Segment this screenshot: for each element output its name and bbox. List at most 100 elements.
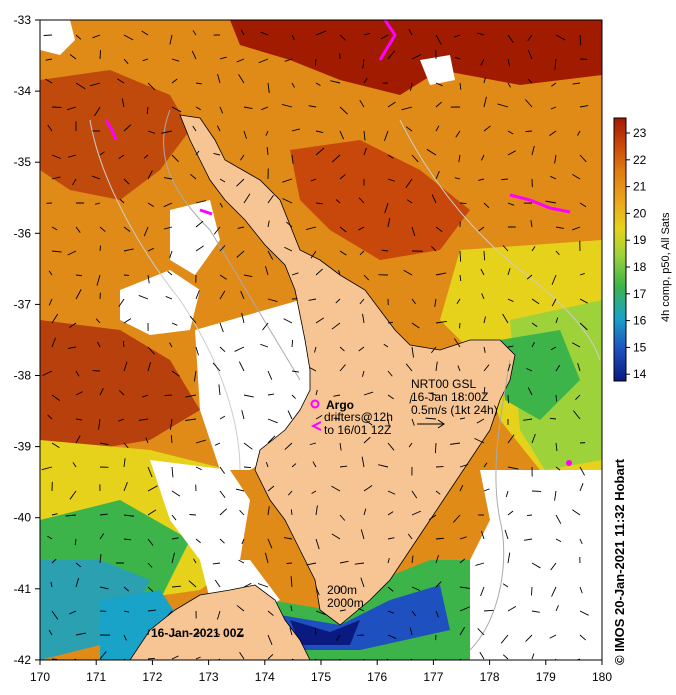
current-arrow [360,529,365,540]
current-arrow [483,609,494,612]
current-arrow [406,199,413,204]
current-arrow [411,54,422,60]
current-arrow [458,154,461,163]
current-arrow [483,96,487,108]
current-arrow [363,77,368,84]
current-arrow [75,370,80,377]
current-arrow [75,562,82,568]
current-arrow [214,631,221,636]
current-arrow [238,361,245,372]
current-arrow [119,198,125,204]
current-arrow [265,266,269,276]
current-arrow [51,106,62,108]
current-arrow [459,586,470,589]
current-arrow [282,198,293,204]
current-arrow [315,389,318,396]
current-arrow [507,434,515,444]
colorbar-tick-label: 16 [633,314,647,328]
current-arrow [579,610,589,616]
current-arrow [363,508,367,516]
current-arrow [90,82,101,87]
current-arrow [94,106,101,117]
current-arrow [551,586,557,597]
current-arrow [551,82,557,87]
drifter-marker-icon [310,421,322,431]
current-arrow [123,586,130,592]
current-arrow [435,272,447,276]
current-arrow [189,514,197,516]
current-arrow [123,658,127,660]
current-arrow [145,437,149,444]
current-arrow [335,298,341,304]
current-arrow [123,538,132,541]
current-arrow [219,490,226,499]
current-arrow [243,394,254,398]
current-arrow [410,82,413,91]
current-arrow [74,538,77,546]
colorbar-tick-label: 14 [633,367,647,381]
current-arrow [236,605,245,612]
current-arrow [219,415,226,420]
current-arrow [572,173,581,180]
current-arrow [362,313,365,324]
current-arrow [459,536,467,540]
current-arrow [185,394,197,398]
lon-tick-label: 176 [367,670,387,684]
current-arrow [146,106,149,115]
current-arrow [169,418,173,430]
current-arrow [339,174,346,180]
current-arrow [497,103,509,108]
colorbar-tick-label: 22 [633,153,647,167]
current-arrow [354,562,365,565]
current-arrow [267,370,273,380]
lon-tick-label: 178 [480,670,500,684]
current-arrow [315,147,325,156]
current-arrow [267,610,274,616]
current-arrow [147,170,153,180]
current-arrow [267,82,270,93]
current-arrow [47,535,53,540]
current-arrow [507,466,519,470]
current-arrow [236,250,245,258]
current-arrow [239,510,245,516]
colorbar-tick-label: 21 [633,180,647,194]
current-arrow [411,346,414,358]
current-arrow [123,458,126,468]
current-arrow [213,226,221,235]
current-arrow [459,250,462,262]
current-arrow [507,363,511,372]
current-arrow [579,154,587,163]
current-arrow [411,298,416,305]
lat-tick-label: -34 [14,84,32,98]
current-arrow [234,346,245,352]
current-arrow [286,221,293,228]
current-arrow [51,313,59,324]
current-arrow [531,341,535,348]
current-arrow [363,658,365,660]
current-arrow [425,417,437,420]
current-arrow [75,274,83,277]
current-arrow [267,506,270,516]
current-arrow [431,194,437,204]
current-arrow [195,200,207,204]
current-arrow [267,418,278,424]
current-arrow [478,178,485,181]
current-arrow [555,317,559,324]
current-arrow [435,101,442,108]
current-arrow [118,298,125,307]
colorbar [613,117,627,382]
current-arrow [261,106,269,111]
current-arrow [65,514,77,517]
lon-tick-label: 173 [199,670,219,684]
current-arrow [387,586,394,592]
current-arrow [238,74,245,84]
current-arrow [387,442,395,451]
current-arrow [579,273,585,276]
current-arrow [330,80,341,84]
current-arrow [267,393,275,396]
current-arrow [212,362,221,372]
current-arrow [45,78,53,84]
current-arrow [147,362,152,372]
current-arrow [459,464,469,468]
current-arrow [75,82,86,90]
